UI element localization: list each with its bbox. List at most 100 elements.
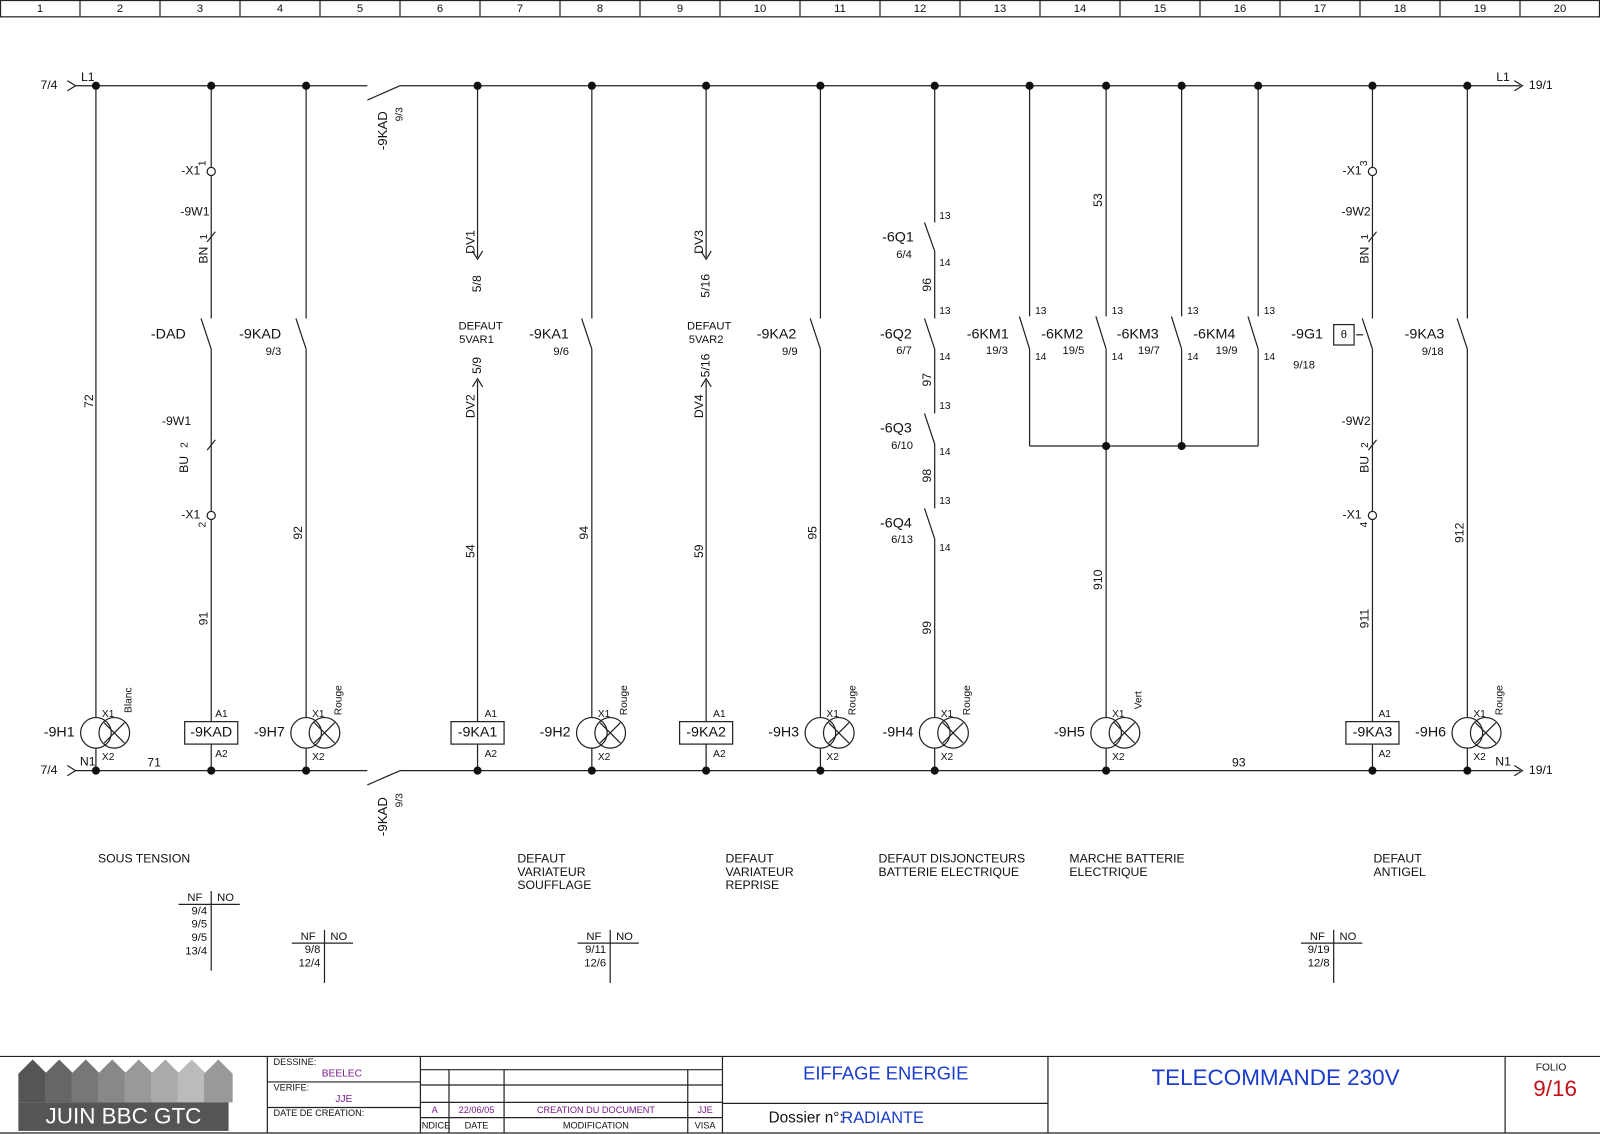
contact-blade [367,85,401,101]
label: DEFAUT [687,321,731,333]
coil [678,721,734,745]
label: 95 [806,526,820,540]
label: DV3 [692,230,706,254]
label: -9W1 [162,414,191,428]
column-number: 15 [1154,3,1166,15]
junction [1177,441,1186,451]
label: DV4 [692,394,706,418]
cable-mark [1367,439,1378,451]
lamp [80,716,112,749]
column-number: 18 [1394,3,1406,15]
function-label: DEFAUT [726,852,775,866]
column-number: 1 [37,3,43,15]
label: X2 [312,752,325,763]
label: X2 [102,752,115,763]
junction [1368,81,1377,90]
label: -X1 [181,508,200,522]
label: INDICE [419,1120,450,1130]
label: 99 [920,621,934,635]
junction [1102,81,1111,90]
label: 9/3 [266,346,282,358]
label: -6KM1 [967,327,1009,343]
label: 6/7 [896,345,912,357]
lamp [918,716,951,749]
label: 14 [939,447,951,458]
label: 6/10 [891,440,913,452]
logo-house [97,1059,127,1103]
junction [207,81,216,90]
logo-house [177,1059,207,1103]
lamp [575,716,608,749]
label: -9KA3 [1405,327,1445,343]
label: X1 [1112,709,1125,720]
cross-ref: 9/19 [1308,944,1330,956]
label: -9KA2 [686,725,726,741]
label: DV1 [464,230,478,254]
column-number: 20 [1554,3,1566,15]
cross-ref: 9/4 [192,905,208,917]
label: 9/9 [782,346,798,358]
contact [1361,318,1374,350]
column-number: 13 [994,3,1006,15]
label: Rouge [1495,685,1506,715]
label: 9/3 [395,107,406,121]
junction [1102,766,1111,775]
contact [200,318,212,350]
logo-band [18,1102,229,1131]
label: -6Q4 [880,515,912,531]
label: 71 [147,756,161,770]
label: DATE DE CREATION: [273,1108,364,1118]
label: 1 [198,160,209,166]
column-number: 8 [597,3,603,15]
junction [302,766,311,775]
label: 1 [1360,234,1371,240]
label: -6Q2 [880,327,912,343]
label: A2 [215,749,228,760]
label: 910 [1091,569,1105,590]
junction [930,766,939,775]
label: NF [586,931,601,943]
logo-text: JUIN BBC GTC [46,1104,202,1129]
junction [1463,766,1472,775]
function-label: VARIATEUR [726,865,794,879]
label: A2 [1378,749,1391,760]
contact [923,222,936,252]
logo-house [204,1059,233,1103]
arrow [1513,80,1524,92]
label: θ [1341,329,1347,341]
logo-house [124,1059,154,1103]
label: 13 [939,496,951,507]
label: -9H7 [254,725,285,741]
contact-blade [367,770,401,786]
contact [1456,318,1468,350]
lamp [804,716,837,749]
logo-house [44,1059,74,1103]
label: 5/8 [470,275,484,292]
label: BU [1358,456,1372,473]
junction [1368,766,1377,775]
label: 53 [1091,193,1105,207]
column-number: 4 [277,3,283,15]
lamp [1090,716,1123,749]
label: 9/18 [1422,346,1444,358]
label: 59 [692,544,706,558]
function-label: VARIATEUR [517,865,585,879]
contact [923,413,936,445]
label: EIFFAGE ENERGIE [803,1063,968,1084]
label: -9KAD [190,725,232,741]
label: VISA [695,1120,717,1130]
function-label: ELECTRIQUE [1069,865,1147,879]
arrow [67,765,77,777]
label: 6/4 [896,249,912,261]
junction [587,766,596,775]
lamp [1451,716,1484,749]
label: X1 [102,709,115,720]
label: -9KA1 [458,725,498,741]
contact [809,318,821,350]
junction [1463,81,1472,90]
cross-ref: 13/4 [185,945,207,957]
label: 912 [1452,522,1466,543]
label: 5/16 [698,274,712,298]
label: 5/16 [698,353,712,377]
